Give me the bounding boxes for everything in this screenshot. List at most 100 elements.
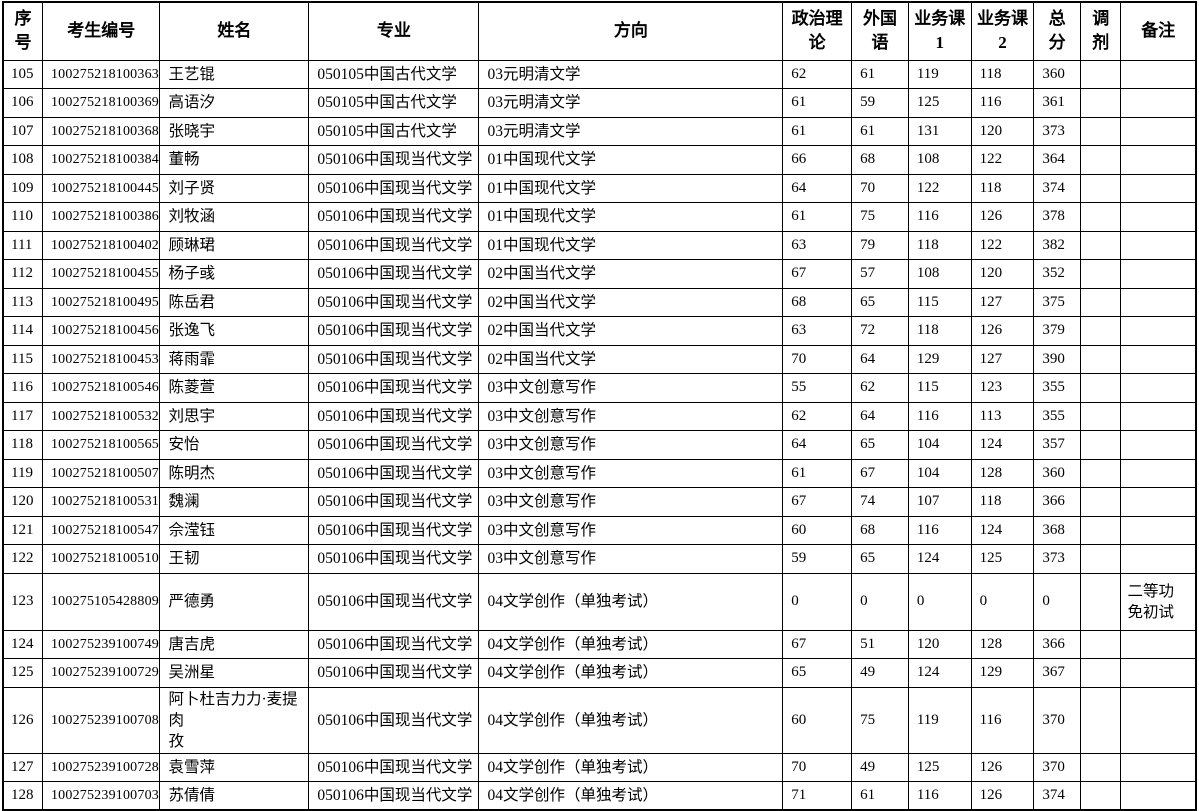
cell-candidate_id: 100275218100363	[41, 59, 161, 89]
cell-total: 366	[1033, 487, 1081, 517]
cell-course2: 118	[970, 173, 1035, 203]
column-header-foreign-language: 外国 语	[851, 1, 909, 61]
column-header-name: 姓名	[159, 1, 310, 61]
cell-course2: 126	[970, 316, 1035, 346]
cell-index: 111	[2, 230, 43, 260]
cell-total: 364	[1033, 145, 1081, 175]
column-header-adjustment: 调 剂	[1079, 1, 1122, 61]
cell-index: 118	[2, 430, 43, 460]
cell-course2: 113	[970, 401, 1035, 431]
cell-index: 120	[2, 487, 43, 517]
cell-adjustment	[1079, 544, 1122, 574]
cell-candidate_id: 100275218100507	[41, 458, 161, 488]
cell-index: 125	[2, 658, 43, 688]
cell-politics: 60	[782, 686, 853, 754]
cell-index: 115	[2, 344, 43, 374]
cell-total: 0	[1033, 572, 1081, 631]
cell-adjustment	[1079, 59, 1122, 89]
cell-course1: 119	[907, 686, 972, 754]
cell-adjustment	[1079, 458, 1122, 488]
cell-index: 105	[2, 59, 43, 89]
cell-name: 陈明杰	[159, 458, 310, 488]
cell-direction: 01中国现代文学	[478, 173, 784, 203]
table-row: 124 100275239100749 唐吉虎 050106中国现当代文学 04文学创作…	[2, 629, 1197, 659]
cell-adjustment	[1079, 572, 1122, 631]
table-row: 106 100275218100369 高语汐 050105中国古代文学 03元明清文学…	[2, 88, 1197, 118]
cell-course2: 0	[970, 572, 1035, 631]
cell-foreign_language: 62	[851, 373, 909, 403]
cell-major: 050106中国现当代文学	[308, 781, 480, 811]
cell-course2: 124	[970, 430, 1035, 460]
table-row: 107 100275218100368 张晓宇 050105中国古代文学 03元明清文学…	[2, 116, 1197, 146]
cell-major: 050106中国现当代文学	[308, 373, 480, 403]
cell-remarks	[1120, 458, 1197, 488]
cell-remarks	[1120, 145, 1197, 175]
cell-major: 050106中国现当代文学	[308, 259, 480, 289]
cell-course2: 126	[970, 752, 1035, 782]
cell-index: 112	[2, 259, 43, 289]
cell-adjustment	[1079, 202, 1122, 232]
table-row: 109 100275218100445 刘子贤 050106中国现当代文学 01中国现代…	[2, 173, 1197, 203]
cell-remarks	[1120, 658, 1197, 688]
cell-foreign_language: 75	[851, 202, 909, 232]
cell-major: 050106中国现当代文学	[308, 515, 480, 545]
cell-total: 374	[1033, 173, 1081, 203]
cell-course2: 116	[970, 88, 1035, 118]
cell-remarks: 二等功 免初试	[1120, 572, 1197, 631]
cell-name: 阿卜杜吉力力·麦提肉 孜	[159, 686, 310, 754]
cell-name: 董畅	[159, 145, 310, 175]
cell-remarks	[1120, 373, 1197, 403]
cell-adjustment	[1079, 116, 1122, 146]
cell-remarks	[1120, 781, 1197, 811]
cell-foreign_language: 68	[851, 145, 909, 175]
cell-course1: 125	[907, 88, 972, 118]
column-header-total: 总 分	[1033, 1, 1081, 61]
cell-direction: 02中国当代文学	[478, 259, 784, 289]
cell-candidate_id: 100275218100402	[41, 230, 161, 260]
cell-course2: 122	[970, 230, 1035, 260]
cell-candidate_id: 100275218100455	[41, 259, 161, 289]
cell-course1: 118	[907, 316, 972, 346]
table-row: 118 100275218100565 安怡 050106中国现当代文学 03中文创意写…	[2, 430, 1197, 460]
cell-course2: 128	[970, 458, 1035, 488]
cell-name: 刘牧涵	[159, 202, 310, 232]
cell-direction: 01中国现代文学	[478, 230, 784, 260]
cell-foreign_language: 51	[851, 629, 909, 659]
cell-adjustment	[1079, 344, 1122, 374]
cell-total: 373	[1033, 116, 1081, 146]
cell-major: 050106中国现当代文学	[308, 487, 480, 517]
cell-index: 117	[2, 401, 43, 431]
table-row: 117 100275218100532 刘思宇 050106中国现当代文学 03中文创意…	[2, 401, 1197, 431]
cell-politics: 70	[782, 344, 853, 374]
cell-politics: 55	[782, 373, 853, 403]
cell-name: 高语汐	[159, 88, 310, 118]
cell-politics: 67	[782, 487, 853, 517]
cell-candidate_id: 100275218100453	[41, 344, 161, 374]
table-row: 108 100275218100384 董畅 050106中国现当代文学 01中国现代文…	[2, 145, 1197, 175]
cell-major: 050106中国现当代文学	[308, 287, 480, 317]
column-header-candidate-id: 考生编号	[41, 1, 161, 61]
cell-major: 050106中国现当代文学	[308, 752, 480, 782]
cell-total: 360	[1033, 59, 1081, 89]
cell-remarks	[1120, 116, 1197, 146]
column-header-direction: 方向	[478, 1, 784, 61]
cell-major: 050106中国现当代文学	[308, 458, 480, 488]
cell-foreign_language: 61	[851, 116, 909, 146]
table-row: 113 100275218100495 陈岳君 050106中国现当代文学 02中国当代…	[2, 287, 1197, 317]
cell-foreign_language: 57	[851, 259, 909, 289]
cell-major: 050106中国现当代文学	[308, 344, 480, 374]
cell-major: 050106中国现当代文学	[308, 686, 480, 754]
cell-candidate_id: 100275218100456	[41, 316, 161, 346]
cell-total: 374	[1033, 781, 1081, 811]
cell-index: 106	[2, 88, 43, 118]
cell-remarks	[1120, 59, 1197, 89]
cell-name: 魏澜	[159, 487, 310, 517]
cell-remarks	[1120, 202, 1197, 232]
column-header-course1: 业务课 1	[907, 1, 972, 61]
cell-politics: 67	[782, 259, 853, 289]
cell-course1: 116	[907, 515, 972, 545]
cell-foreign_language: 65	[851, 544, 909, 574]
header-row: 序 号 考生编号 姓名 专业 方向 政治理 论 外国 语 业务课 1 业务课 2…	[2, 1, 1197, 61]
cell-politics: 62	[782, 401, 853, 431]
cell-course2: 122	[970, 145, 1035, 175]
